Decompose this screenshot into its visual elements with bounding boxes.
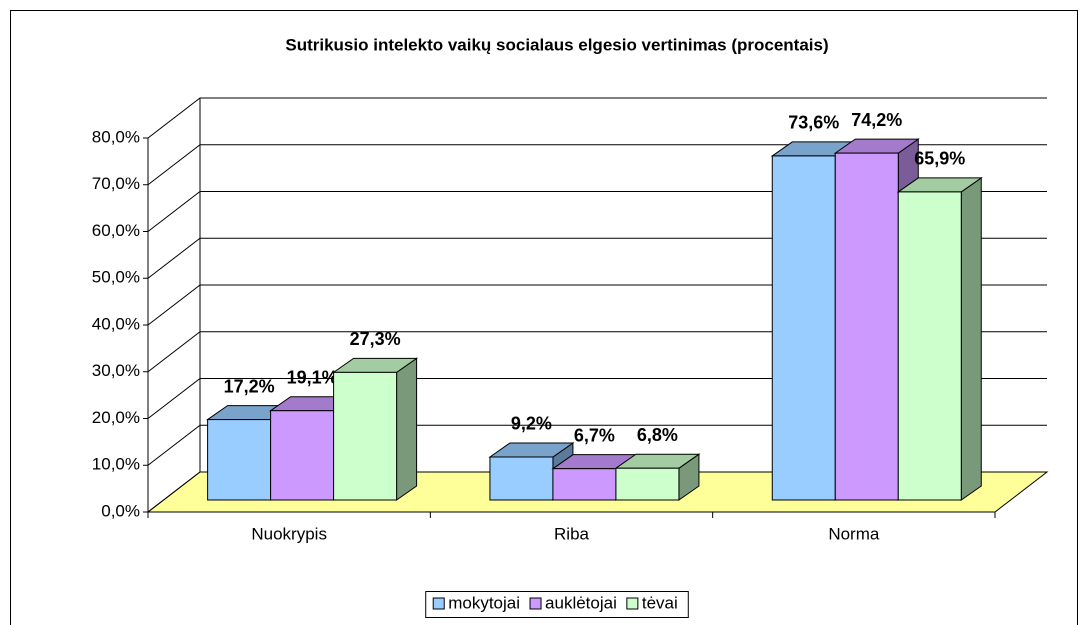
legend: mokytojai auklėtojai tėvai [425, 591, 689, 618]
grid-line [147, 331, 1047, 373]
y-tick-label: 80,0% [92, 127, 140, 146]
value-label: 19,1% [287, 367, 338, 387]
value-label: 65,9% [914, 149, 965, 169]
y-tick-label: 50,0% [92, 268, 140, 287]
legend-swatch [626, 597, 639, 610]
bar-side [960, 176, 982, 501]
grid-line [147, 424, 1047, 466]
bar [552, 468, 617, 501]
bar [771, 155, 836, 501]
value-label: 74,2% [851, 110, 902, 130]
legend-swatch [432, 597, 445, 610]
legend-label: tėvai [642, 593, 678, 612]
bar [270, 410, 335, 501]
bar-side [396, 357, 418, 501]
x-tick-label: Nuokrypis [251, 524, 327, 543]
legend-box [425, 591, 689, 618]
grid-line [147, 471, 1047, 513]
y-tick-label: 20,0% [92, 408, 140, 427]
value-label: 9,2% [511, 414, 552, 434]
chart-title: Sutrikusio intelekto vaikų socialaus elg… [285, 35, 828, 54]
grid-line [147, 284, 1047, 326]
x-tick-label: Riba [554, 524, 590, 543]
value-label: 73,6% [788, 113, 839, 133]
x-tick-label: Norma [828, 524, 880, 543]
y-tick-label: 0,0% [101, 501, 140, 520]
y-tick-label: 30,0% [92, 361, 140, 380]
y-tick-label: 60,0% [92, 221, 140, 240]
legend-label: auklėtojai [545, 593, 617, 612]
plot: 0,0% 10,0% 20,0% 30,0% 40,0% 50,0% 60,0% 70,0% 8… [92, 97, 1049, 543]
grid-line [147, 191, 1047, 232]
grid-line [147, 97, 1047, 139]
bar [207, 419, 272, 501]
value-label: 17,2% [224, 376, 275, 396]
bar [489, 456, 554, 501]
value-label: 6,8% [637, 425, 678, 445]
bar [834, 152, 899, 501]
legend-swatch [529, 597, 542, 610]
grid-line [147, 378, 1047, 419]
legend-label: mokytojai [448, 593, 520, 612]
y-tick-label: 40,0% [92, 314, 140, 333]
value-label: 6,7% [574, 425, 615, 445]
bar [615, 467, 680, 501]
bar [333, 371, 398, 501]
grid-line [147, 237, 1047, 279]
grid-line [147, 144, 1047, 186]
value-label: 27,3% [350, 329, 401, 349]
y-tick-label: 70,0% [92, 174, 140, 193]
bar [897, 191, 962, 501]
y-tick-label: 10,0% [92, 455, 140, 474]
